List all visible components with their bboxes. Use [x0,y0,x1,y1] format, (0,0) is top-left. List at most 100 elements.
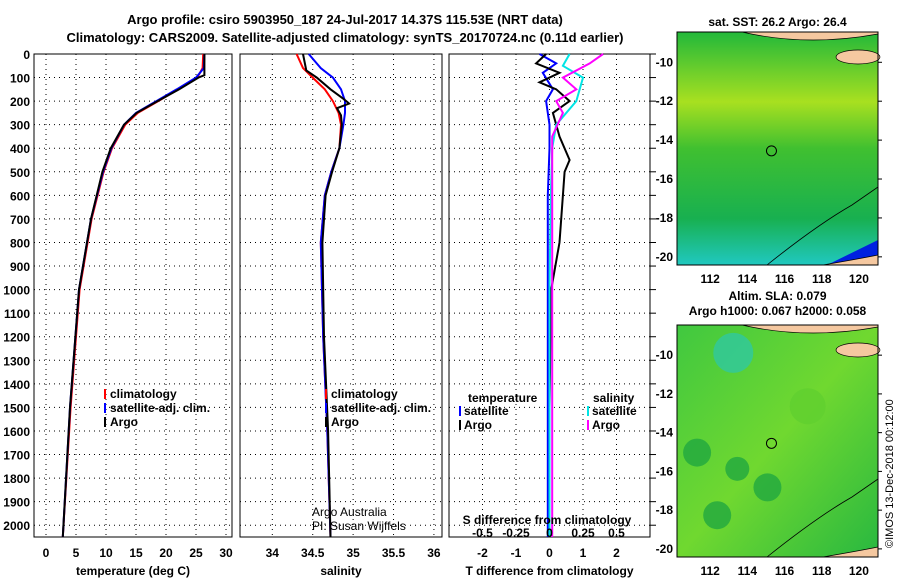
map-y-tick-label: -16 [656,172,674,186]
y-tick-label: 1300 [3,354,30,368]
map-title: Altim. SLA: 0.079 [728,289,826,303]
y-tick-label: 100 [10,72,30,86]
map-anomaly-blob [683,438,712,467]
map-x-tick-label: 118 [812,272,832,286]
y-tick-label: 0 [23,48,30,62]
title-line-2: Climatology: CARS2009. Satellite-adjuste… [66,30,623,45]
map-bathymetry-contour [766,478,879,558]
x2-tick-label: 0.25 [571,526,595,540]
y-tick-label: 600 [10,189,30,203]
map-y-tick-label: -18 [656,211,674,225]
map-x-tick-label: 120 [849,564,869,578]
legend-label: satellite-adj. clim. [331,401,431,415]
y-tick-label: 400 [10,142,30,156]
map-island [835,342,881,358]
map-y-tick-label: -10 [656,348,674,362]
map-x-tick-label: 120 [849,272,869,286]
map-y-tick-label: -16 [656,464,674,478]
legend-label: Argo [592,418,620,432]
map-anomaly-blob [713,332,754,373]
argo-position-marker [765,145,777,157]
y-tick-label: 1500 [3,401,30,415]
x-tick-label: 0 [43,546,50,560]
legend-title-temperature: temperature [468,391,538,405]
map-y-tick-label: -12 [656,94,674,108]
map-title: sat. SST: 26.2 Argo: 26.4 [708,15,847,29]
x-tick-label: 20 [159,546,173,560]
map-y-tick-label: -10 [656,55,674,69]
y-tick-label: 1800 [3,472,30,486]
map-y-tick-label: -12 [656,387,674,401]
x-tick-label: -2 [477,546,488,560]
y-tick-label: 500 [10,166,30,180]
map-anomaly-blob [725,456,750,481]
legend-label: satellite [592,404,637,418]
series-line-satellite-adj-clim- [307,53,346,538]
map-bathymetry-contour [766,186,879,266]
map-frame [676,324,879,558]
series-line-climatology [295,53,343,538]
pi-text: PI: Susan Wijffels [312,519,406,533]
y-tick-label: 200 [10,95,30,109]
y-tick-label: 800 [10,236,30,250]
y-tick-label: 1400 [3,378,30,392]
x-tick-label: 30 [219,546,233,560]
y-tick-label: 300 [10,119,30,133]
map-x-tick-label: 116 [775,272,795,286]
map-anomaly-blob [703,501,732,530]
x-axis-label: T difference from climatology [465,564,633,578]
y-tick-label: 1100 [4,307,30,321]
x-tick-label: 35 [346,546,360,560]
y-tick-label: 900 [10,260,30,274]
x-tick-label: 25 [189,546,203,560]
imos-stamp: ©IMOS 13-Dec-2018 00:12:00 [884,399,896,548]
series-line-satellite-adj-clim- [61,53,206,538]
x-tick-label: 34 [266,546,280,560]
x-tick-label: 5 [73,546,80,560]
x-tick-label: 34.5 [301,546,325,560]
x-tick-label: 1 [580,546,587,560]
x2-tick-label: -0.5 [472,526,493,540]
plot-frame [33,53,233,538]
series-line-t-argo [534,53,572,537]
map-subtitle: Argo h1000: 0.067 h2000: 0.058 [689,304,867,318]
x-tick-label: 15 [129,546,143,560]
map-x-tick-label: 114 [738,272,758,286]
map-y-tick-label: -20 [656,542,674,556]
y-tick-label: 1200 [3,331,30,345]
legend-label: climatology [110,387,177,401]
y-tick-label: 1600 [3,425,30,439]
y-tick-label: 1700 [3,449,30,463]
legend-label: Argo [464,418,492,432]
legend-label: satellite [464,404,509,418]
legend-title-salinity: salinity [593,391,635,405]
map-x-tick-label: 114 [738,564,758,578]
map-island [835,49,881,65]
series-line-argo [302,53,352,538]
argo-position-marker [765,437,777,449]
legend-label: satellite-adj. clim. [110,401,210,415]
map-frame [676,31,879,266]
y-tick-label: 1000 [3,284,30,298]
credit-text: Argo Australia [312,505,387,519]
x-tick-label: 0 [546,546,553,560]
x-axis-label: temperature (deg C) [76,564,190,578]
x-tick-label: -1 [511,546,522,560]
legend-label: Argo [331,415,359,429]
legend-label: Argo [110,415,138,429]
x2-tick-label: 0 [546,526,553,540]
series-line-argo [61,54,206,538]
map-field [677,32,878,265]
series-line-climatology [61,53,205,538]
x2-tick-label: 0.5 [608,526,625,540]
x-tick-label: 36 [427,546,441,560]
map-anomaly-blob [753,473,782,502]
x-tick-label: 2 [613,546,620,560]
map-x-tick-label: 112 [700,272,720,286]
series-line-s-satellite [548,53,585,537]
map-x-tick-label: 118 [812,564,832,578]
map-x-tick-label: 112 [700,564,720,578]
y-tick-label: 700 [10,213,30,227]
map-y-tick-label: -20 [656,250,674,264]
